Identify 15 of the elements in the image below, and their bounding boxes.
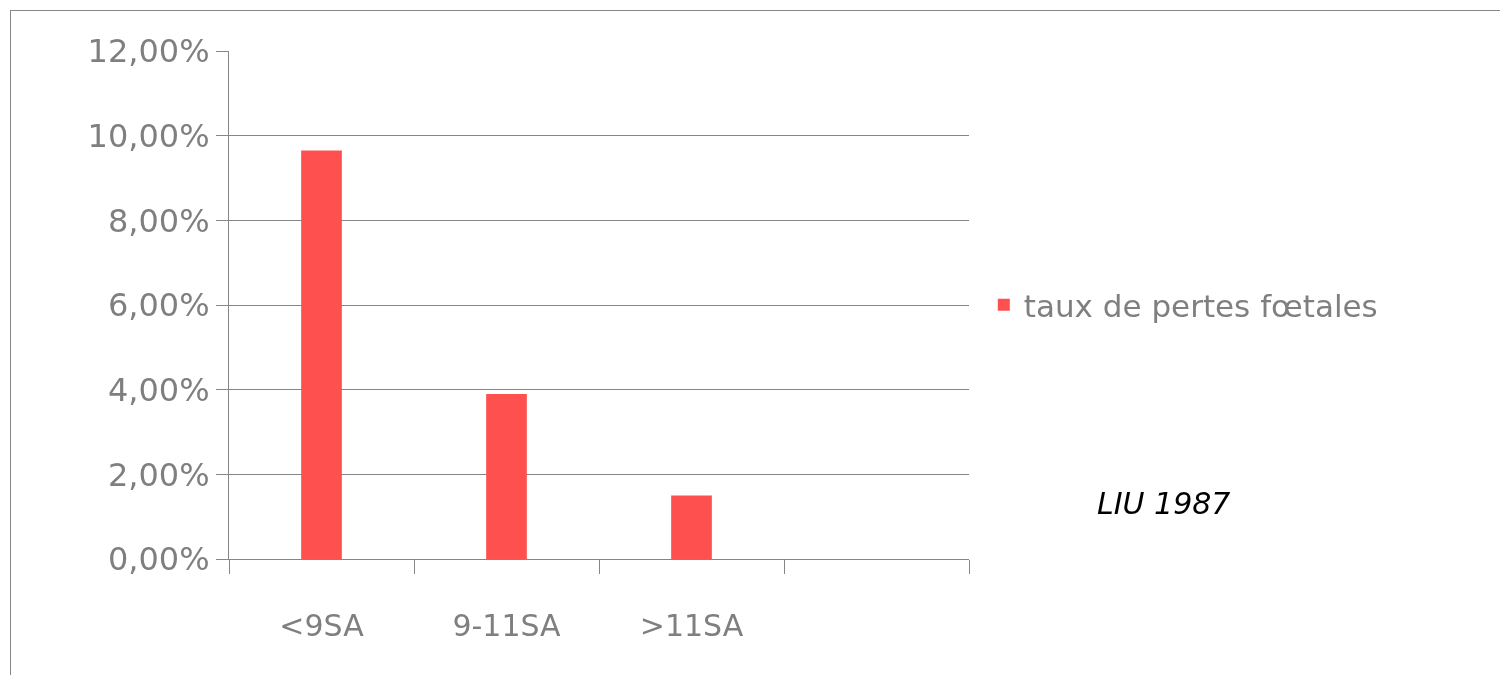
x-tick-label: >11SA	[639, 608, 744, 643]
legend-label: taux de pertes fœtales	[1023, 287, 1378, 324]
x-tick-label: 9-11SA	[452, 608, 562, 643]
x-tick-label: <9SA	[279, 608, 365, 643]
bar	[301, 150, 342, 559]
y-tick-label: 6,00%	[107, 286, 210, 325]
y-tick-label: 12,00%	[87, 32, 210, 71]
bar	[671, 495, 712, 559]
bar	[486, 393, 527, 559]
y-tick-label: 2,00%	[107, 455, 210, 494]
y-tick-label: 0,00%	[107, 540, 210, 579]
y-tick-label: 8,00%	[107, 201, 210, 240]
y-tick-label: 10,00%	[87, 116, 210, 155]
text: LIU 1987	[1097, 486, 1231, 521]
y-tick-label: 4,00%	[107, 370, 210, 409]
